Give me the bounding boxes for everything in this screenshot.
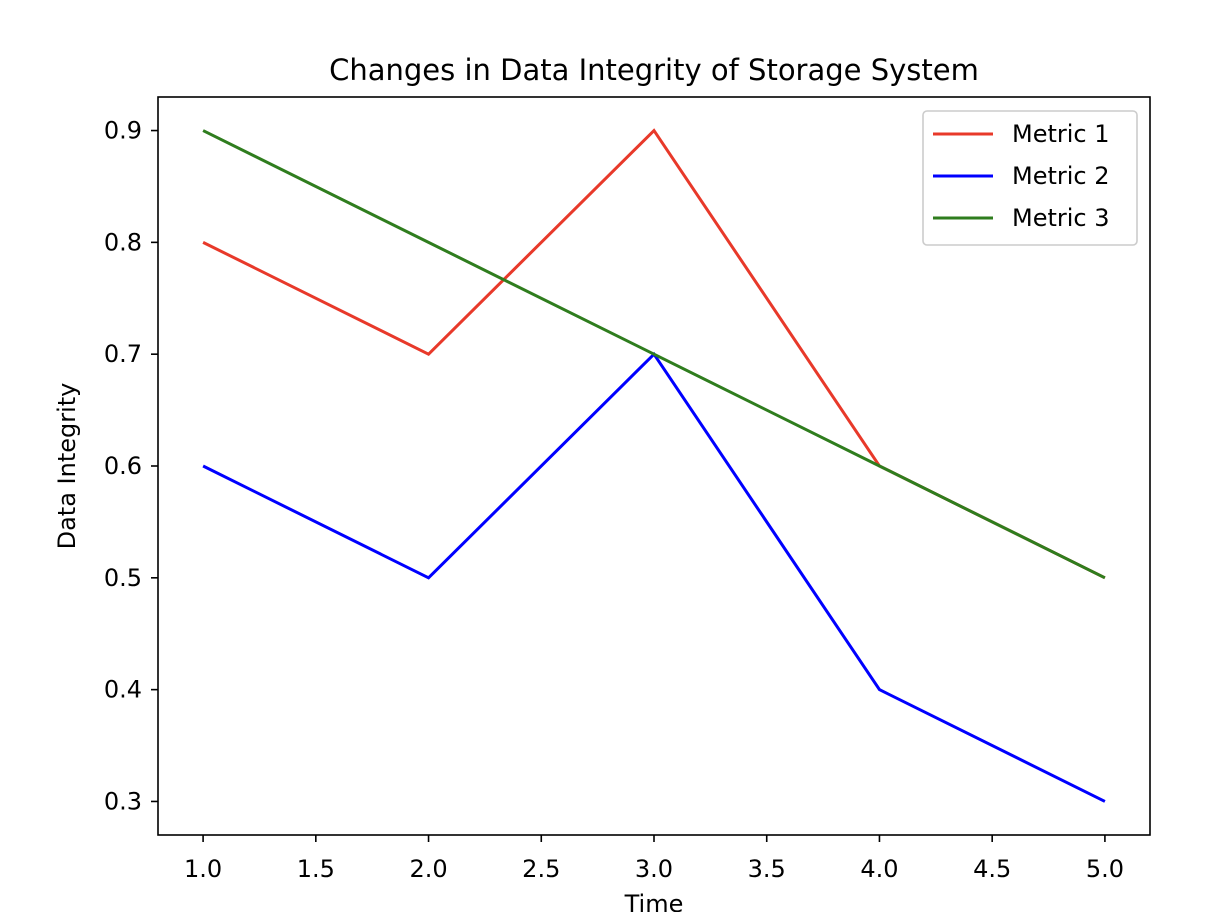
x-tick-label: 3.5 — [748, 855, 786, 883]
y-tick-label: 0.9 — [104, 117, 142, 145]
x-axis: 1.0 1.5 2.0 2.5 3.0 3.5 4.0 4.5 5.0 — [184, 835, 1124, 883]
x-tick-label: 2.0 — [409, 855, 447, 883]
y-tick-label: 0.3 — [104, 787, 142, 815]
y-axis: 0.3 0.4 0.5 0.6 0.7 0.8 0.9 — [104, 117, 158, 815]
legend-label-metric-1: Metric 1 — [1012, 120, 1110, 148]
y-tick-label: 0.8 — [104, 228, 142, 256]
y-tick-label: 0.4 — [104, 676, 142, 704]
y-tick-label: 0.7 — [104, 340, 142, 368]
x-tick-label: 2.5 — [522, 855, 560, 883]
y-tick-label: 0.5 — [104, 564, 142, 592]
legend-label-metric-2: Metric 2 — [1012, 162, 1110, 190]
chart-title: Changes in Data Integrity of Storage Sys… — [329, 53, 979, 87]
series-layer — [202, 128, 1106, 803]
x-tick-label: 3.0 — [635, 855, 673, 883]
x-tick-label: 4.5 — [973, 855, 1011, 883]
legend-box — [922, 110, 1138, 246]
legend-label-metric-3: Metric 3 — [1012, 204, 1110, 232]
x-tick-label: 5.0 — [1086, 855, 1124, 883]
y-tick-label: 0.6 — [104, 452, 142, 480]
y-axis-title: Data Integrity — [53, 383, 81, 550]
x-axis-title: Time — [624, 890, 684, 912]
series-line-metric-3 — [202, 129, 1106, 580]
legend: Metric 1 Metric 2 Metric 3 — [922, 110, 1138, 246]
x-tick-label: 4.0 — [860, 855, 898, 883]
x-tick-label: 1.5 — [297, 855, 335, 883]
x-tick-label: 1.0 — [184, 855, 222, 883]
